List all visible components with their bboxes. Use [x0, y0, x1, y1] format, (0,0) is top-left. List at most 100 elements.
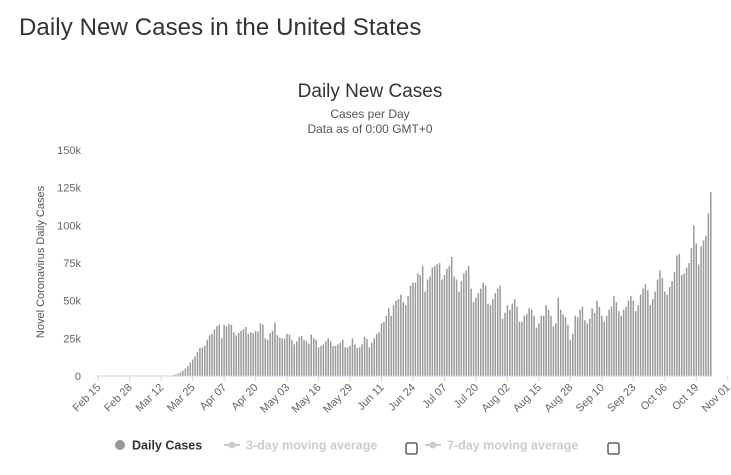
bar	[496, 288, 499, 376]
bar	[375, 333, 378, 376]
bar	[499, 285, 501, 376]
bar	[654, 291, 656, 376]
bar	[274, 322, 276, 376]
bar	[182, 370, 184, 376]
bar	[472, 302, 475, 376]
bar	[511, 303, 513, 376]
bar	[404, 305, 407, 376]
bar	[296, 341, 298, 376]
bar	[426, 279, 429, 376]
legend-item-7-day-moving-average[interactable]: 7-day moving average	[447, 439, 578, 453]
bar	[216, 326, 218, 376]
bar	[315, 339, 317, 376]
legend-checkbox[interactable]	[607, 442, 620, 455]
legend-item-3-day-moving-average[interactable]: 3-day moving average	[246, 439, 377, 453]
bar	[431, 267, 434, 376]
bar	[555, 323, 557, 376]
bar	[647, 290, 649, 376]
bar	[700, 246, 702, 376]
bar	[184, 368, 187, 376]
bar	[467, 266, 470, 376]
bar	[334, 345, 337, 376]
bar	[569, 339, 572, 376]
bar	[412, 282, 414, 376]
bar	[584, 320, 586, 376]
bar	[642, 288, 644, 376]
bar	[530, 309, 533, 376]
bar	[361, 344, 363, 376]
bar	[349, 345, 351, 376]
bar	[358, 347, 361, 376]
bar	[547, 309, 550, 376]
bar	[518, 321, 521, 376]
bar	[513, 299, 516, 376]
bar	[564, 317, 567, 376]
bar	[288, 334, 291, 376]
legend-item-daily-cases[interactable]: Daily Cases	[132, 439, 202, 453]
bars	[167, 192, 712, 377]
y-tick-label: 150k	[57, 145, 81, 157]
x-tick-label: May 16	[290, 382, 324, 416]
bar	[208, 335, 211, 376]
bar	[535, 327, 538, 376]
bar	[470, 288, 472, 376]
bar	[526, 314, 528, 376]
chart-subtitle-date: Data as of 0:00 GMT+0	[307, 122, 432, 136]
bar	[664, 291, 666, 376]
bar	[688, 263, 690, 376]
bar	[680, 275, 683, 376]
bar	[523, 315, 526, 376]
y-tick-label: 100k	[57, 220, 81, 232]
legend-checkbox[interactable]	[405, 442, 418, 455]
bar	[685, 267, 688, 376]
x-tick-label: Feb 28	[102, 382, 135, 415]
bar	[608, 309, 610, 376]
bar	[615, 302, 618, 376]
bar	[363, 336, 366, 376]
legend: Daily Cases 3-day moving average 7-day mov…	[115, 439, 620, 455]
bar	[417, 273, 419, 376]
bar	[676, 255, 678, 376]
bar	[368, 347, 371, 376]
bar	[281, 338, 283, 376]
bar	[572, 333, 574, 376]
bar	[533, 315, 535, 376]
bar	[693, 225, 695, 376]
bar	[213, 329, 216, 376]
bar	[351, 338, 354, 376]
bar	[446, 269, 448, 376]
bar	[266, 339, 269, 376]
bar	[344, 347, 346, 376]
bar	[436, 264, 438, 376]
bar	[438, 263, 441, 376]
bar	[605, 315, 608, 376]
bar	[339, 342, 342, 376]
bar	[254, 330, 257, 376]
x-tick-label: Sep 23	[605, 382, 638, 415]
x-tick-label: Apr 07	[198, 382, 229, 413]
bar	[482, 282, 484, 376]
x-tick-label: Apr 20	[229, 382, 260, 413]
bar	[601, 315, 603, 376]
bar	[702, 240, 705, 376]
bar	[557, 297, 559, 376]
bar	[567, 324, 569, 376]
y-tick-label: 125k	[57, 183, 81, 195]
bar	[177, 373, 179, 376]
bar	[434, 266, 436, 376]
y-tick-label: 50k	[63, 296, 81, 308]
x-tick-label: Oct 06	[639, 382, 670, 413]
bar	[286, 333, 288, 376]
bar	[271, 330, 274, 376]
bar	[400, 294, 402, 376]
bar	[559, 309, 562, 376]
bar	[475, 297, 477, 376]
bar	[656, 279, 659, 376]
bar	[247, 333, 250, 376]
bar	[308, 343, 310, 376]
bar	[441, 279, 443, 376]
bar	[610, 306, 613, 376]
bar	[480, 288, 482, 376]
bar	[596, 300, 598, 376]
